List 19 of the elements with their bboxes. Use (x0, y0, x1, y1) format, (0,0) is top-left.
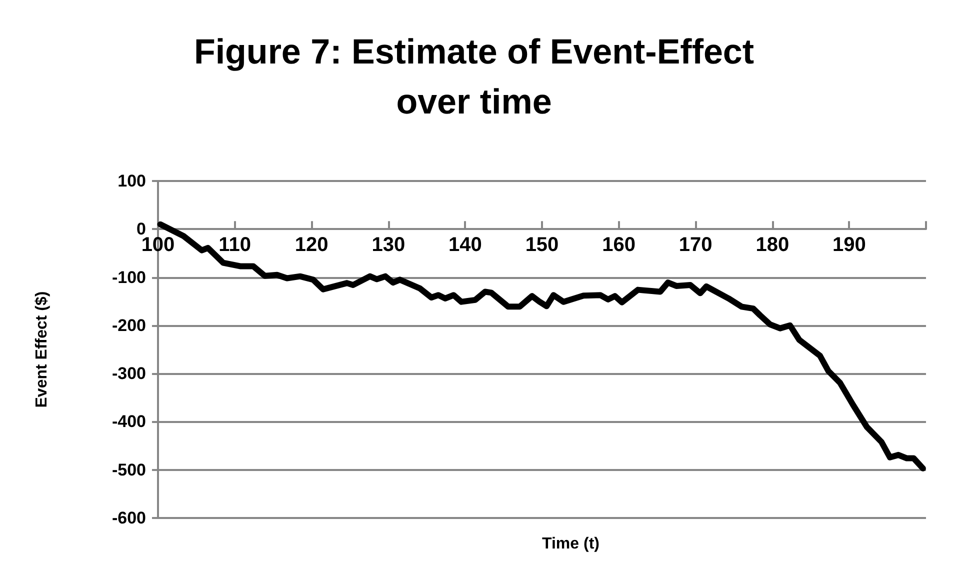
x-tick-label: 190 (832, 234, 866, 256)
x-tick-label: 180 (756, 234, 790, 256)
y-axis-title: Event Effect ($) (34, 291, 50, 408)
y-tick-label: -400 (112, 412, 146, 432)
y-tick-label: -300 (112, 364, 146, 384)
x-tick-label: 120 (294, 234, 328, 256)
y-tick-label: -500 (112, 460, 146, 480)
x-tick-label: 110 (218, 234, 251, 256)
y-tick-label: -100 (112, 268, 146, 287)
y-tick-label: -200 (112, 316, 146, 335)
x-axis-title: Time (t) (542, 536, 600, 552)
x-tick-label: 150 (525, 234, 559, 256)
y-tick-label: 100 (118, 172, 146, 190)
y-tick-label: -600 (112, 508, 146, 528)
chart-title: Figure 7: Estimate of Event-Effect over time (194, 32, 754, 122)
x-tick-label: 140 (448, 234, 482, 256)
x-tick-label: 170 (678, 234, 712, 256)
x-tick-label: 130 (372, 234, 406, 256)
x-tick-label: 160 (602, 234, 636, 256)
